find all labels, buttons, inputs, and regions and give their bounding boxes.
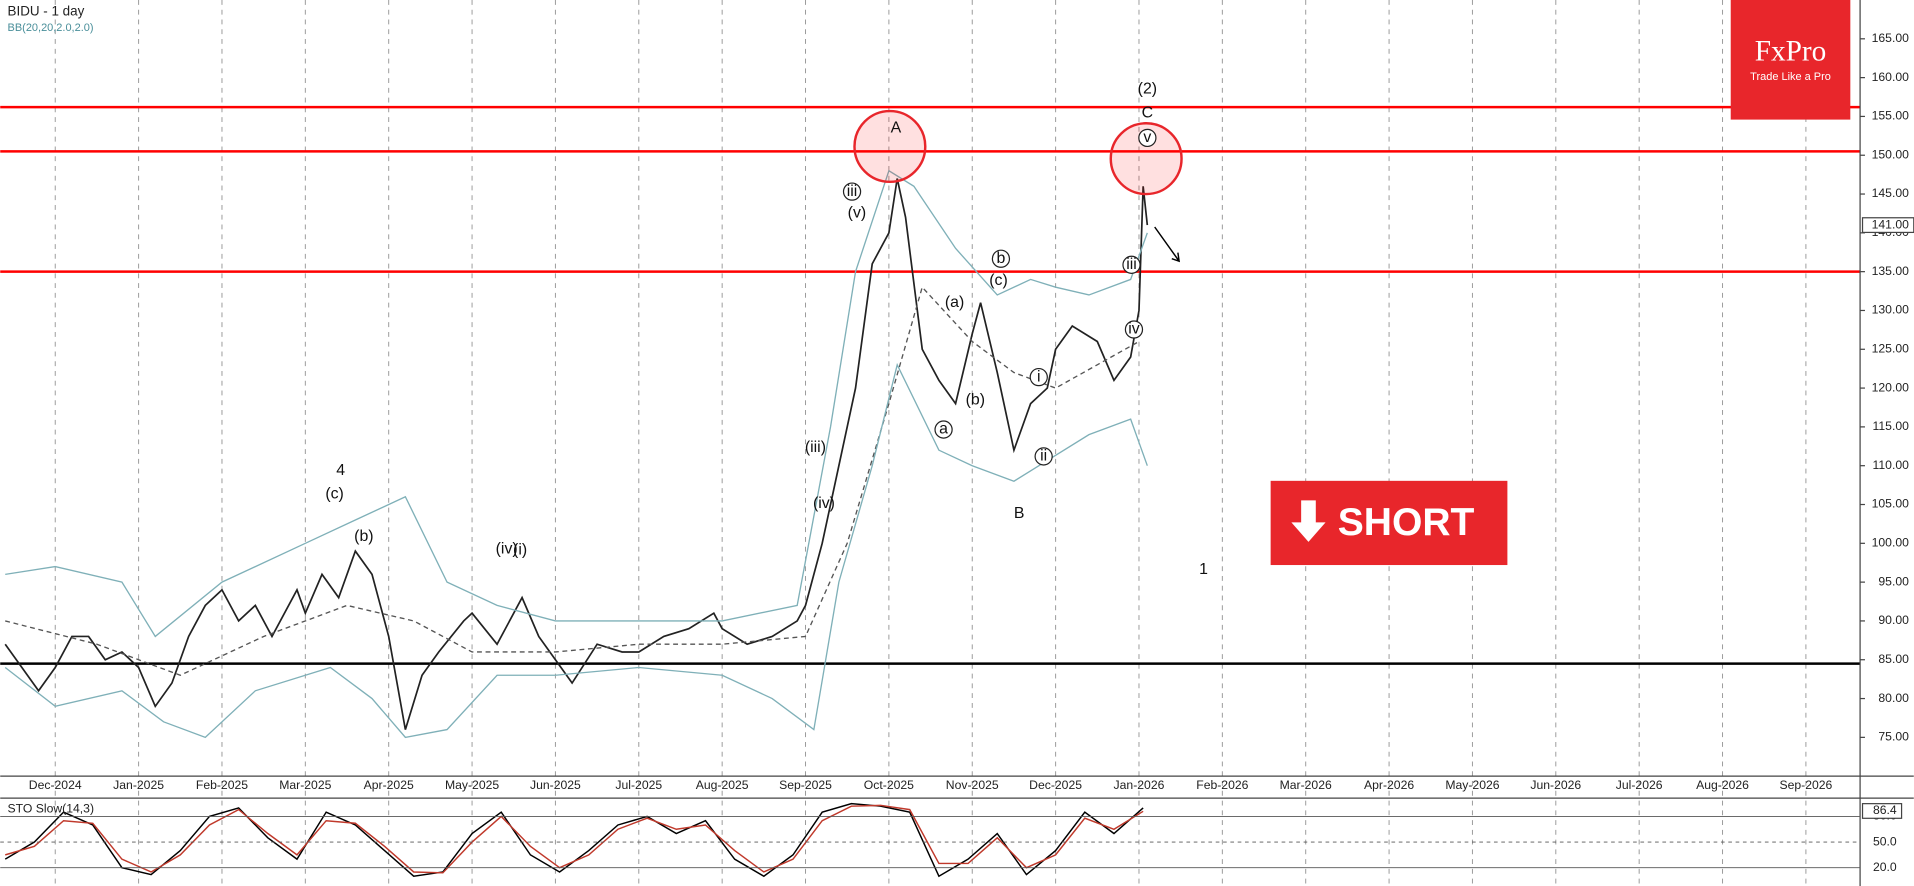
x-tick-label: Sep-2025: [779, 778, 832, 792]
x-tick-label: Mar-2026: [1280, 778, 1332, 792]
wave-circle: [934, 420, 953, 439]
wave-circle: [1124, 320, 1144, 339]
chart-title: BIDU - 1 day: [8, 4, 85, 19]
wave-label: A: [891, 119, 902, 136]
x-tick-label: Jan-2026: [1114, 778, 1165, 792]
wave-label: B: [1014, 505, 1025, 522]
logo-tagline: Trade Like a Pro: [1750, 71, 1831, 83]
x-tick-label: May-2025: [445, 778, 499, 792]
x-tick-label: Jul-2025: [615, 778, 662, 792]
x-tick-label: Dec-2024: [29, 778, 82, 792]
y-tick-label: 120.00: [1872, 380, 1909, 394]
x-tick-label: May-2026: [1445, 778, 1499, 792]
y-tick-label: 100.00: [1872, 536, 1909, 550]
wave-circle: [1122, 255, 1141, 274]
stoch-last-label: 86.4: [1873, 803, 1897, 817]
wave-label: iv: [1128, 321, 1140, 338]
wave-circle: [842, 182, 862, 201]
y-tick-label: 135.00: [1872, 264, 1909, 278]
x-tick-label: Sep-2026: [1779, 778, 1832, 792]
highlight-circle: [853, 109, 927, 184]
y-tick-label: 75.00: [1878, 730, 1909, 744]
x-tick-label: Apr-2025: [364, 778, 414, 792]
x-tick-label: Jun-2025: [530, 778, 581, 792]
short-signal: SHORT: [1270, 480, 1508, 566]
projection-arrow: [1154, 226, 1181, 263]
wave-label: (b): [354, 528, 373, 545]
x-tick-label: Aug-2026: [1696, 778, 1749, 792]
x-tick-label: Jan-2025: [113, 778, 164, 792]
wave-circle: [1138, 128, 1157, 148]
y-tick-label: 105.00: [1872, 497, 1909, 511]
wave-label: iii: [847, 183, 858, 200]
y-tick-label: 155.00: [1872, 109, 1909, 123]
logo-brand: FxPro: [1755, 35, 1827, 67]
band-line: [5, 285, 1140, 676]
stoch-line: [5, 804, 1144, 874]
wave-label: v: [1143, 129, 1151, 146]
y-tick-label: 85.00: [1878, 652, 1909, 666]
logo: FxPro Trade Like a Pro: [1730, 0, 1851, 120]
band-line: [5, 169, 1148, 638]
wave-label: (c): [325, 485, 344, 502]
y-tick-label: 90.00: [1878, 613, 1909, 627]
wave-label: (a): [945, 294, 964, 311]
wave-label: (iv): [813, 495, 835, 512]
y-tick-label: 110.00: [1873, 458, 1910, 472]
wave-label: (b): [966, 391, 985, 408]
wave-label: (iii): [805, 439, 826, 456]
stoch-tick-label: 20.0: [1873, 860, 1897, 874]
y-tick-label: 130.00: [1872, 303, 1909, 317]
chart-subtitle: BB(20,20,2.0,2.0): [8, 22, 94, 34]
wave-circle: [1029, 367, 1048, 387]
y-tick-label: 125.00: [1872, 341, 1909, 355]
y-tick-label: 95.00: [1878, 574, 1909, 588]
y-tick-label: 160.00: [1872, 70, 1909, 84]
x-tick-label: Dec-2025: [1029, 778, 1082, 792]
wave-label: 1: [1199, 561, 1208, 578]
x-tick-label: Feb-2026: [1196, 778, 1248, 792]
wave-label: (iv): [496, 540, 518, 557]
wave-label: iii: [1126, 256, 1137, 273]
wave-label: b: [997, 250, 1006, 267]
last-price-label: 141.00: [1872, 217, 1909, 231]
x-tick-label: Jun-2026: [1530, 778, 1581, 792]
y-tick-label: 150.00: [1872, 147, 1909, 161]
highlight-circle: [1109, 122, 1183, 196]
down-arrow: [1291, 500, 1326, 542]
x-tick-label: Aug-2025: [696, 778, 749, 792]
stoch-tick-label: 50.0: [1873, 834, 1897, 848]
wave-label: (i): [513, 542, 527, 559]
x-tick-label: Feb-2025: [196, 778, 248, 792]
wave-label: C: [1142, 105, 1153, 122]
x-tick-label: Oct-2025: [864, 778, 914, 792]
logo-box: [1730, 0, 1851, 120]
stoch-title: STO Slow(14,3): [8, 801, 94, 815]
price-line: [4, 178, 1149, 730]
y-tick-label: 115.00: [1873, 419, 1910, 433]
x-tick-label: Apr-2026: [1364, 778, 1414, 792]
band-line: [4, 362, 1148, 739]
wave-circle: [991, 249, 1011, 268]
signal-label: SHORT: [1338, 501, 1475, 544]
wave-label: (v): [848, 205, 867, 222]
y-tick-label: 80.00: [1878, 691, 1909, 705]
wave-label: i: [1037, 368, 1041, 385]
wave-label: (c): [989, 272, 1007, 289]
x-tick-label: Mar-2025: [279, 778, 331, 792]
y-tick-label: 165.00: [1872, 31, 1909, 45]
wave-label: a: [939, 421, 948, 438]
y-tick-label: 145.00: [1872, 186, 1909, 200]
wave-circle: [1034, 447, 1053, 466]
wave-label: ii: [1040, 448, 1047, 465]
stoch-last-tag: [1861, 803, 1903, 819]
x-tick-label: Jul-2026: [1616, 778, 1663, 792]
wave-label: 4: [336, 462, 345, 479]
x-tick-label: Nov-2025: [946, 778, 999, 792]
wave-label: (2): [1138, 80, 1157, 97]
